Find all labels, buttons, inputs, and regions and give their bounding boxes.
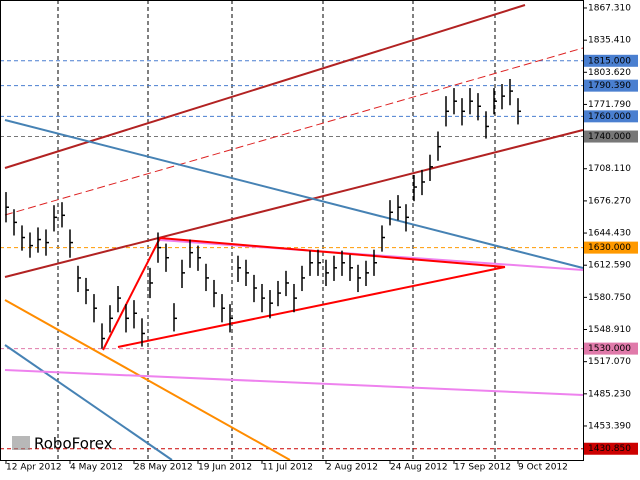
level-label: 1790.390 — [588, 81, 631, 91]
level-label: 1760.000 — [588, 112, 631, 122]
y-tick-label: 1676.270 — [588, 196, 631, 206]
y-tick-label: 1803.620 — [588, 68, 631, 78]
x-tick-label: 2 Aug 2012 — [326, 463, 378, 473]
y-tick-label: 1771.790 — [588, 100, 631, 110]
y-tick-label: 1580.750 — [588, 293, 631, 303]
y-tick-label: 1644.430 — [588, 229, 631, 239]
level-label: 1530.000 — [588, 344, 631, 354]
y-tick-label: 1548.910 — [588, 325, 631, 335]
level-box — [584, 54, 638, 67]
level-box — [584, 110, 638, 123]
x-tick-label: 19 Jun 2012 — [198, 463, 252, 473]
y-tick-label: 1708.110 — [588, 164, 631, 174]
level-box — [584, 342, 638, 355]
x-tick-label: 4 May 2012 — [70, 463, 123, 473]
x-tick-label: 12 Apr 2012 — [6, 463, 62, 473]
level-label: 1630.000 — [588, 243, 631, 253]
level-box — [584, 442, 638, 455]
x-tick-label: 24 Aug 2012 — [390, 463, 448, 473]
x-tick-label: 17 Sep 2012 — [454, 463, 511, 473]
y-tick-label: 1835.410 — [588, 36, 631, 46]
watermark: RoboForex — [34, 435, 113, 453]
level-label: 1815.000 — [588, 56, 631, 66]
x-tick-label: 9 Oct 2012 — [518, 463, 568, 473]
logo: RoboForex — [12, 435, 113, 453]
y-tick-label: 1867.310 — [588, 3, 631, 13]
y-tick-label: 1517.070 — [588, 357, 631, 367]
level-box — [584, 79, 638, 92]
level-box — [584, 130, 638, 143]
y-tick-label: 1485.230 — [588, 389, 631, 399]
x-tick-label: 11 Jul 2012 — [262, 463, 313, 473]
level-label: 1740.000 — [588, 132, 631, 142]
plot-border — [0, 0, 584, 461]
y-tick-label: 1612.590 — [588, 261, 631, 271]
x-tick-label: 28 May 2012 — [134, 463, 193, 473]
level-box — [584, 241, 638, 254]
y-tick-label: 1453.390 — [588, 421, 631, 431]
level-label: 1430.850 — [588, 444, 631, 454]
trendlines — [4, 4, 584, 461]
price-bars — [5, 78, 521, 349]
